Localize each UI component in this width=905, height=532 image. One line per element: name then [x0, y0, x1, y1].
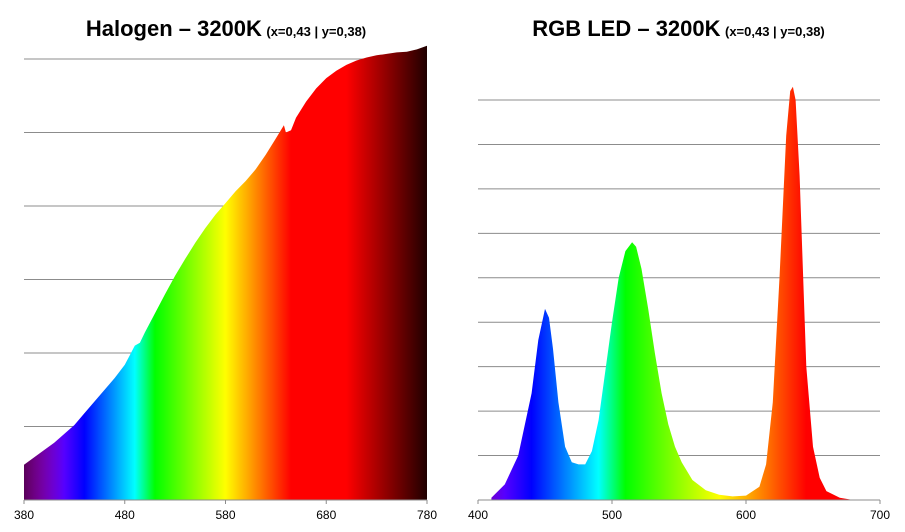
- x-tick-label: 680: [316, 508, 336, 522]
- x-tick-label: 380: [14, 508, 34, 522]
- spectrum-area: [24, 45, 427, 501]
- halogen-spectrum-chart: 380 480 580 680 780: [14, 45, 437, 522]
- halogen-title-main: Halogen – 3200K: [85, 16, 262, 41]
- halogen-title-subtitle: (x=0,43 | y=0,38): [266, 24, 367, 39]
- halogen-chart-title: Halogen – 3200K (x=0,43 | y=0,38): [0, 16, 452, 42]
- rgb-led-spectrum-chart: 400 500 600 700: [468, 86, 890, 522]
- rgb-led-chart-title: RGB LED – 3200K (x=0,43 | y=0,38): [452, 16, 905, 42]
- rgb-led-chart-panel: RGB LED – 3200K (x=0,43 | y=0,38) 400 500…: [452, 0, 905, 532]
- rgb-led-title-main: RGB LED – 3200K: [532, 16, 721, 41]
- x-tick-label: 580: [215, 508, 235, 522]
- x-tick-label: 500: [602, 508, 622, 522]
- x-tick-label: 600: [736, 508, 756, 522]
- x-tick-label: 700: [870, 508, 890, 522]
- rgb-led-title-subtitle: (x=0,43 | y=0,38): [724, 24, 825, 39]
- x-tick-label: 400: [468, 508, 488, 522]
- x-tick-label: 480: [115, 508, 135, 522]
- x-tick-label: 780: [417, 508, 437, 522]
- halogen-chart-panel: Halogen – 3200K (x=0,43 | y=0,38) 380 480…: [0, 0, 452, 532]
- spectrum-area: [491, 86, 854, 500]
